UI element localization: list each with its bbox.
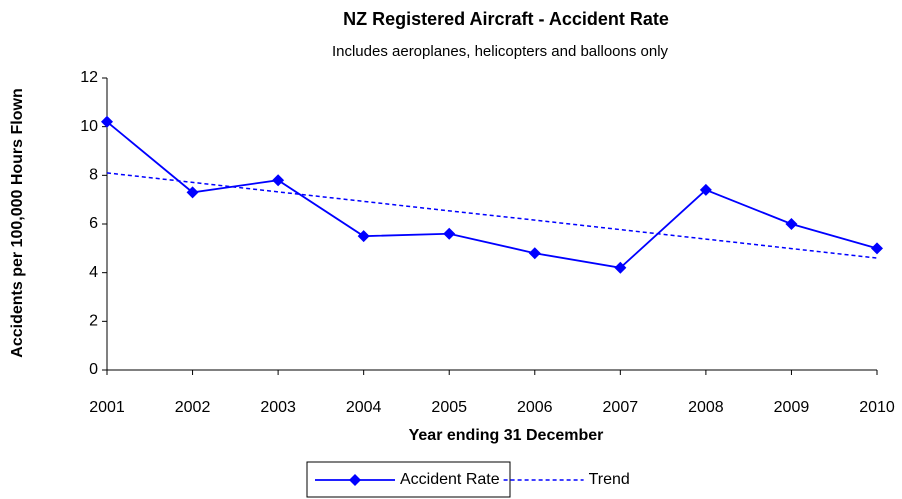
point xyxy=(785,218,798,230)
x-tick-label: 2007 xyxy=(603,399,639,416)
series-line xyxy=(106,121,878,269)
y-tick-label: 8 xyxy=(89,167,98,184)
y-tick-label: 12 xyxy=(80,69,98,86)
x-tick-label: 2003 xyxy=(260,399,296,416)
y-tick-label: 6 xyxy=(89,215,98,232)
x-axis-title: Year ending 31 December xyxy=(409,427,604,444)
point xyxy=(443,227,456,240)
y-axis-title: Accidents per 100,000 Hours Flown xyxy=(9,88,26,357)
y-tick-label: 4 xyxy=(89,264,98,281)
x-tick-label: 2008 xyxy=(688,399,724,416)
chart-subtitle: Includes aeroplanes, helicopters and bal… xyxy=(332,43,669,60)
x-tick-label: 2004 xyxy=(346,399,382,416)
x-tick-label: 2005 xyxy=(431,399,467,416)
chart-title: NZ Registered Aircraft - Accident Rate xyxy=(343,9,669,29)
x-tick-label: 2002 xyxy=(175,399,211,416)
y-tick-label: 10 xyxy=(80,118,98,135)
x-tick-label: 2009 xyxy=(774,399,810,416)
y-tick-label: 2 xyxy=(89,313,98,330)
point xyxy=(186,186,199,199)
point xyxy=(528,247,541,260)
x-tick-label: 2010 xyxy=(859,399,895,416)
point xyxy=(699,183,712,196)
point xyxy=(357,230,370,243)
legend-label: Accident Rate xyxy=(400,471,500,488)
x-tick-label: 2006 xyxy=(517,399,553,416)
point xyxy=(272,174,285,187)
point xyxy=(101,115,113,128)
y-tick-label: 0 xyxy=(89,361,98,378)
point xyxy=(614,261,627,274)
point xyxy=(871,242,883,255)
legend-label: Trend xyxy=(589,471,630,488)
series-line xyxy=(106,172,878,259)
x-tick-label: 2001 xyxy=(89,399,125,416)
legend-marker xyxy=(349,474,361,486)
